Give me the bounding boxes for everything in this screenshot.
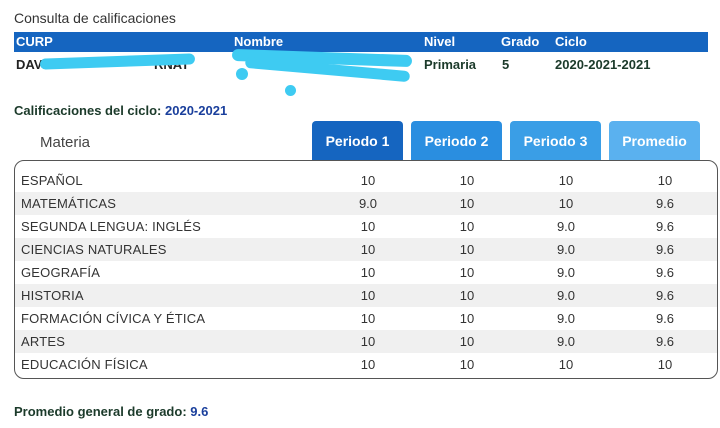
redaction-mark [236, 68, 248, 80]
general-average: Promedio general de grado: 9.6 [14, 404, 208, 419]
grade-periodo-3: 9.0 [556, 311, 576, 326]
subject-name: EDUCACIÓN FÍSICA [21, 357, 148, 372]
tab-periodo-2[interactable]: Periodo 2 [411, 121, 502, 161]
grade-promedio: 9.6 [655, 196, 675, 211]
grade-periodo-3: 10 [558, 357, 574, 372]
table-row: ARTES 10 10 9.0 9.6 [15, 330, 717, 353]
student-info-header: CURP Nombre Nivel Grado Ciclo [14, 32, 708, 52]
ciclo-value: 2020-2021-2021 [555, 57, 651, 72]
nivel-value: Primaria [424, 57, 477, 72]
subject-name: HISTORIA [21, 288, 84, 303]
subject-name: CIENCIAS NATURALES [21, 242, 167, 257]
grade-periodo-2: 10 [459, 265, 475, 280]
grade-promedio: 9.6 [655, 311, 675, 326]
grade-promedio: 9.6 [655, 242, 675, 257]
cycle-label: Calificaciones del ciclo: 2020-2021 [14, 103, 227, 118]
cycle-label-text: Calificaciones del ciclo: [14, 103, 162, 118]
grade-promedio: 10 [657, 173, 673, 188]
grade-periodo-1: 10 [360, 265, 376, 280]
grade-periodo-2: 10 [459, 334, 475, 349]
redaction-mark [285, 85, 296, 96]
header-grado: Grado [501, 34, 540, 49]
tab-periodo-3[interactable]: Periodo 3 [510, 121, 601, 161]
header-nivel: Nivel [424, 34, 456, 49]
general-average-label: Promedio general de grado: [14, 404, 187, 419]
grade-promedio: 9.6 [655, 265, 675, 280]
subject-name: FORMACIÓN CÍVICA Y ÉTICA [21, 311, 206, 326]
grade-periodo-3: 9.0 [556, 242, 576, 257]
grade-periodo-1: 9.0 [358, 196, 378, 211]
table-row: ESPAÑOL 10 10 10 10 [15, 169, 717, 192]
page-title: Consulta de calificaciones [14, 10, 176, 26]
materia-column-header: Materia [40, 134, 91, 151]
table-row: HISTORIA 10 10 9.0 9.6 [15, 284, 717, 307]
grade-promedio: 10 [657, 357, 673, 372]
table-row: EDUCACIÓN FÍSICA 10 10 10 10 [15, 353, 717, 376]
grade-periodo-2: 10 [459, 219, 475, 234]
tab-promedio[interactable]: Promedio [609, 121, 700, 161]
grades-table: ESPAÑOL 10 10 10 10 MATEMÁTICAS 9.0 10 1… [14, 160, 718, 379]
grade-periodo-2: 10 [459, 173, 475, 188]
table-row: GEOGRAFÍA 10 10 9.0 9.6 [15, 261, 717, 284]
grade-periodo-1: 10 [360, 242, 376, 257]
grade-periodo-1: 10 [360, 173, 376, 188]
subject-name: ESPAÑOL [21, 173, 83, 188]
subject-name: ARTES [21, 334, 66, 349]
grade-periodo-2: 10 [459, 311, 475, 326]
subject-name: GEOGRAFÍA [21, 265, 101, 280]
subject-name: MATEMÁTICAS [21, 196, 117, 211]
cycle-value: 2020-2021 [165, 103, 228, 118]
grade-periodo-1: 10 [360, 288, 376, 303]
grade-periodo-2: 10 [459, 196, 475, 211]
header-ciclo: Ciclo [555, 34, 587, 49]
table-row: CIENCIAS NATURALES 10 10 9.0 9.6 [15, 238, 717, 261]
grade-periodo-3: 9.0 [556, 219, 576, 234]
grade-periodo-2: 10 [459, 242, 475, 257]
grade-periodo-3: 10 [558, 173, 574, 188]
header-curp: CURP [16, 34, 53, 49]
grado-value: 5 [502, 57, 510, 72]
grade-periodo-1: 10 [360, 334, 376, 349]
table-row: SEGUNDA LENGUA: INGLÉS 10 10 9.0 9.6 [15, 215, 717, 238]
grade-periodo-3: 9.0 [556, 334, 576, 349]
grade-promedio: 9.6 [655, 219, 675, 234]
table-row: MATEMÁTICAS 9.0 10 10 9.6 [15, 192, 717, 215]
grade-periodo-1: 10 [360, 311, 376, 326]
grade-promedio: 9.6 [655, 288, 675, 303]
grade-periodo-3: 9.0 [556, 265, 576, 280]
general-average-value: 9.6 [190, 404, 209, 419]
grade-periodo-1: 10 [360, 357, 376, 372]
grade-periodo-2: 10 [459, 288, 475, 303]
grade-periodo-1: 10 [360, 219, 376, 234]
grade-periodo-3: 10 [558, 196, 574, 211]
grade-promedio: 9.6 [655, 334, 675, 349]
grade-periodo-2: 10 [459, 357, 475, 372]
tab-periodo-1[interactable]: Periodo 1 [312, 121, 403, 161]
grade-periodo-3: 9.0 [556, 288, 576, 303]
header-nombre: Nombre [234, 34, 284, 49]
table-row: FORMACIÓN CÍVICA Y ÉTICA 10 10 9.0 9.6 [15, 307, 717, 330]
subject-name: SEGUNDA LENGUA: INGLÉS [21, 219, 201, 234]
